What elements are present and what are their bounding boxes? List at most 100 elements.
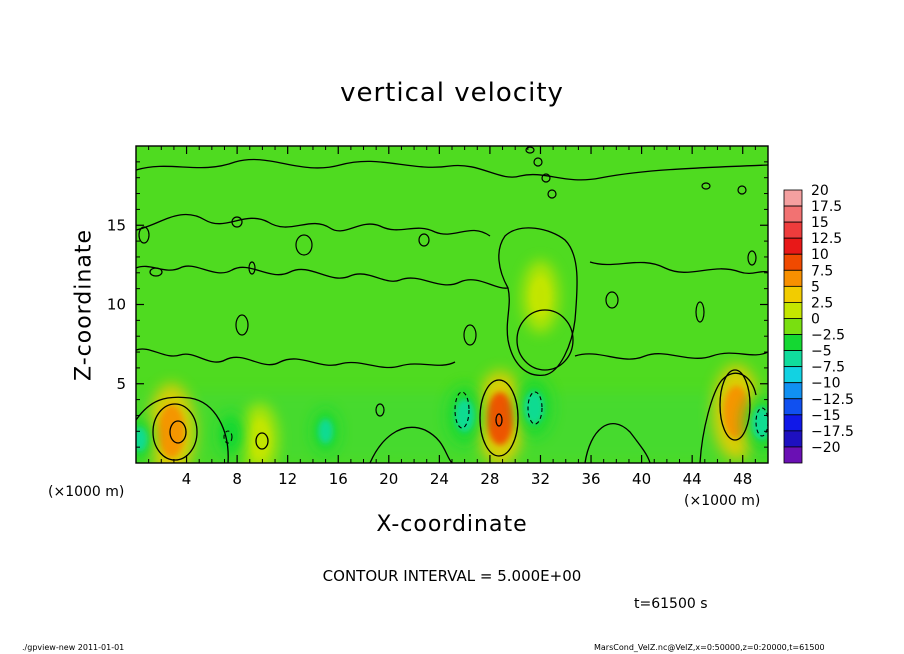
x-tick-label: 40 — [632, 470, 651, 488]
plot-area — [136, 146, 768, 463]
x-tick-label: 24 — [430, 470, 449, 488]
contour-line — [136, 396, 229, 463]
colorbar-swatch — [783, 269, 803, 287]
contour-blob — [533, 157, 543, 167]
contour-blob — [463, 324, 477, 346]
x-tick-label: 16 — [329, 470, 348, 488]
colorbar-label: 7.5 — [811, 263, 833, 279]
contour-line — [136, 213, 491, 237]
contour-blob — [525, 146, 535, 154]
field-core — [751, 406, 768, 440]
colorbar-label: −20 — [811, 440, 841, 456]
contour-line — [479, 379, 519, 457]
field-core — [318, 418, 334, 444]
x-tick-label: 48 — [733, 470, 752, 488]
contour-blob — [295, 234, 313, 256]
footer-right: MarsCond_VelZ.nc@VelZ,x=0:50000,z=0:2000… — [594, 643, 825, 652]
x-axis-label: X-coordinate — [376, 512, 528, 537]
contour-blob — [375, 403, 385, 417]
x-tick-label: 28 — [480, 470, 499, 488]
contour-interval-label: CONTOUR INTERVAL = 5.000E+00 — [322, 567, 582, 585]
x-tick-label: 4 — [182, 470, 192, 488]
colorbar-swatch — [783, 302, 803, 319]
colorbar-label: 15 — [811, 215, 829, 231]
colorbar-swatch — [783, 350, 803, 368]
x-tick-label: 36 — [581, 470, 600, 488]
contour-line — [574, 351, 768, 360]
y-tick-label: 15 — [107, 216, 126, 234]
field-core — [723, 385, 750, 439]
x-unit-left: (×1000 m) — [48, 484, 125, 500]
chart-title: vertical velocity — [340, 78, 564, 108]
small-contour-blobs — [138, 146, 757, 417]
contour-blob — [149, 267, 163, 277]
contour-blob — [695, 301, 705, 323]
colorbar-swatch — [783, 221, 803, 239]
contour-blob — [701, 182, 711, 190]
colorbar-label: 10 — [811, 247, 829, 263]
contour-line — [255, 432, 269, 450]
contour-lines — [136, 158, 768, 463]
colorbar-swatch — [783, 446, 803, 464]
time-label: t=61500 s — [634, 596, 708, 612]
contour-line — [136, 265, 401, 282]
field-core — [158, 404, 185, 458]
x-tick-label: 32 — [531, 470, 550, 488]
colorbar-swatch — [783, 334, 803, 351]
colorbar-swatch — [783, 398, 803, 416]
contour-blob — [547, 189, 557, 199]
contour-blob — [231, 216, 243, 228]
colorbar-swatch — [783, 382, 803, 400]
negative-contour-line — [454, 391, 470, 429]
colorbar-label: 17.5 — [811, 199, 842, 215]
y-axis: 5 10 15 — [107, 161, 768, 448]
x-tick-label: 8 — [232, 470, 242, 488]
contour-line — [589, 261, 768, 275]
field-core — [524, 391, 545, 425]
colorbar-label: −7.5 — [811, 360, 845, 376]
colorbar-swatch — [783, 430, 803, 448]
contour-line — [719, 369, 751, 441]
contour-line — [498, 227, 578, 376]
contour-line — [584, 422, 651, 463]
contour-line — [369, 426, 453, 463]
colorbar-label: −15 — [811, 408, 841, 424]
x-tick-label: 12 — [278, 470, 297, 488]
colorbar-label: −10 — [811, 376, 841, 392]
negative-contour-line — [527, 391, 543, 425]
x-unit-right: (×1000 m) — [684, 493, 761, 509]
negative-contour-line — [755, 407, 768, 437]
y-tick-label: 10 — [107, 296, 126, 314]
contour-line — [516, 309, 574, 371]
contour-blob — [737, 185, 747, 195]
contour-line — [136, 158, 768, 181]
colorbar-swatch — [783, 366, 803, 384]
colorbar-swatch — [783, 285, 803, 303]
field-core — [136, 426, 148, 452]
y-axis-label: Z-coordinate — [71, 229, 97, 381]
x-axis: 4 8 12 16 20 24 28 32 36 40 44 48 — [148, 146, 756, 488]
contour-blob — [248, 261, 256, 275]
contour-blob — [235, 314, 249, 336]
x-tick-label: 44 — [683, 470, 702, 488]
colorbar-swatch — [783, 237, 803, 255]
x-tick-label: 20 — [379, 470, 398, 488]
y-tick-label: 5 — [116, 375, 126, 393]
contour-line — [169, 420, 187, 444]
colorbar-label: −17.5 — [811, 424, 854, 440]
colorbar-swatch — [783, 189, 803, 207]
colorbar-label: −2.5 — [811, 328, 845, 344]
field-core — [454, 398, 475, 432]
negative-contour-line — [223, 430, 233, 444]
colorbar-swatch — [783, 205, 803, 223]
contour-line — [152, 403, 198, 461]
contour-line — [699, 372, 757, 463]
contour-blob — [747, 250, 757, 266]
contour-blob — [138, 226, 150, 244]
colorbar: 2017.51512.5107.552.50−2.5−5−7.5−10−12.5… — [783, 183, 854, 464]
colorbar-label: 5 — [811, 279, 820, 295]
colorbar-label: 2.5 — [811, 295, 833, 311]
contour-line — [399, 277, 509, 289]
contour-line — [136, 348, 456, 369]
